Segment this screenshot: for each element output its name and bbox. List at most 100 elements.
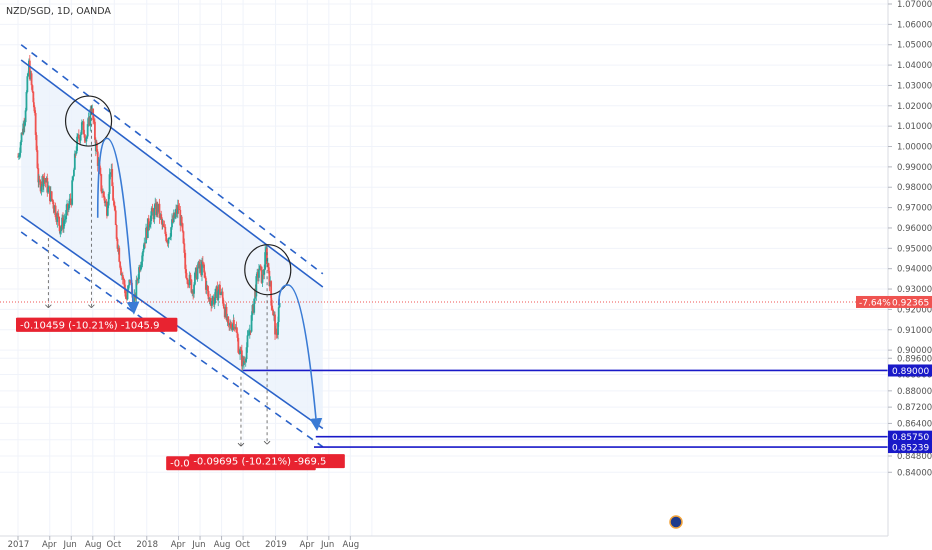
measure-tick-3 bbox=[266, 440, 271, 445]
measure-tick-1 bbox=[88, 304, 92, 309]
candle-body bbox=[126, 289, 129, 300]
candle-body bbox=[36, 150, 39, 169]
candle-body bbox=[123, 280, 126, 289]
candle-body bbox=[67, 204, 70, 210]
candle-body bbox=[235, 327, 238, 333]
candle-body bbox=[248, 330, 251, 335]
candle-body bbox=[28, 60, 31, 80]
candle-body bbox=[236, 332, 239, 338]
projection-arrow-1 bbox=[277, 284, 323, 432]
candle-body bbox=[204, 272, 206, 278]
candle-body bbox=[164, 226, 167, 234]
candle-body bbox=[69, 198, 72, 201]
candle-body bbox=[50, 191, 53, 200]
price-tick-label: 0.94000 bbox=[897, 265, 932, 275]
candle-body bbox=[219, 293, 222, 295]
candle-body bbox=[107, 193, 110, 206]
candle-body bbox=[80, 122, 83, 131]
candle-body bbox=[38, 179, 41, 182]
time-axis: 2017 Apr Jun Aug Oct 2018 Apr Jun Aug Oct 2019 Apr J… bbox=[8, 536, 360, 550]
candle-body bbox=[54, 205, 57, 218]
candle-body bbox=[106, 205, 109, 216]
candle-body bbox=[225, 306, 228, 320]
candle-body bbox=[268, 270, 271, 287]
candle-body bbox=[222, 303, 225, 309]
price-tick-label: 1.02000 bbox=[897, 102, 932, 112]
candle-body bbox=[37, 168, 40, 183]
candles bbox=[17, 54, 281, 372]
measure-box-3 bbox=[189, 454, 345, 469]
candle-body bbox=[183, 243, 186, 253]
candle-body bbox=[193, 284, 195, 294]
candle-body bbox=[272, 309, 274, 316]
candle-body bbox=[167, 238, 170, 244]
candle-body bbox=[141, 252, 144, 262]
candle-body bbox=[171, 219, 173, 228]
candle-body bbox=[189, 274, 192, 280]
highlight-circle-1 bbox=[244, 244, 292, 296]
candle-body bbox=[227, 316, 230, 323]
candle-body bbox=[253, 298, 256, 313]
candle-body bbox=[270, 297, 273, 306]
candle-body bbox=[143, 242, 146, 249]
support-tag-1-bg bbox=[888, 430, 932, 443]
candle-body bbox=[176, 205, 179, 214]
measure-tick-0 bbox=[48, 304, 52, 309]
candle-body bbox=[140, 261, 143, 266]
candle-body bbox=[109, 172, 112, 175]
candle-body bbox=[181, 223, 184, 232]
candle-body bbox=[263, 269, 266, 275]
candle-body bbox=[56, 213, 59, 222]
measure-tick-0 bbox=[45, 304, 49, 309]
candle-body bbox=[237, 337, 240, 353]
candle-body bbox=[127, 285, 130, 290]
candle-body bbox=[147, 218, 150, 228]
candle-body bbox=[258, 265, 261, 270]
candle-body bbox=[201, 261, 204, 266]
candle-body bbox=[64, 219, 67, 220]
candle-body bbox=[32, 102, 35, 108]
time-tick-label: Apr bbox=[299, 540, 314, 550]
candle-body bbox=[142, 248, 145, 253]
candle-body bbox=[108, 174, 111, 194]
candle-body bbox=[133, 294, 136, 307]
candle-body bbox=[244, 359, 247, 362]
candle-body bbox=[182, 231, 185, 244]
candle-body bbox=[68, 198, 71, 205]
support-tag-0: 0.89000 bbox=[892, 367, 929, 377]
candle-body bbox=[74, 153, 77, 155]
candle-body bbox=[262, 274, 265, 276]
measure-tick-3 bbox=[263, 440, 268, 445]
candle-body bbox=[230, 323, 232, 328]
chart-title: NZD/SGD, 1D, OANDA bbox=[6, 6, 111, 17]
channel-upper-line bbox=[20, 59, 324, 288]
candle-body bbox=[217, 291, 220, 301]
price-tick-label: 0.95000 bbox=[897, 244, 932, 254]
price-tick-label: 1.01000 bbox=[897, 122, 932, 132]
time-tick-label: 2018 bbox=[136, 540, 158, 550]
candle-body bbox=[85, 137, 88, 142]
candle-body bbox=[75, 150, 78, 154]
candle-body bbox=[177, 205, 180, 210]
candle-body bbox=[65, 210, 68, 220]
candle-body bbox=[111, 169, 114, 187]
price-tick-label: 0.90000 bbox=[897, 346, 932, 356]
candle-body bbox=[83, 134, 86, 138]
candle-body bbox=[185, 269, 188, 278]
candle-body bbox=[158, 203, 161, 218]
support-tag-2: 0.85239 bbox=[892, 444, 929, 454]
candle-body bbox=[128, 279, 131, 286]
candle-body bbox=[270, 281, 273, 298]
support-tag-2-bg bbox=[888, 441, 932, 454]
price-tick-label: 0.93000 bbox=[897, 285, 932, 295]
candle-body bbox=[211, 300, 213, 306]
candle-body bbox=[206, 285, 209, 292]
candle-body bbox=[116, 238, 119, 249]
candle-body bbox=[33, 107, 36, 113]
price-tick-label: 0.99000 bbox=[897, 163, 932, 173]
candle-body bbox=[250, 315, 253, 332]
time-tick-label: Aug bbox=[343, 540, 360, 550]
candle-body bbox=[103, 191, 105, 198]
